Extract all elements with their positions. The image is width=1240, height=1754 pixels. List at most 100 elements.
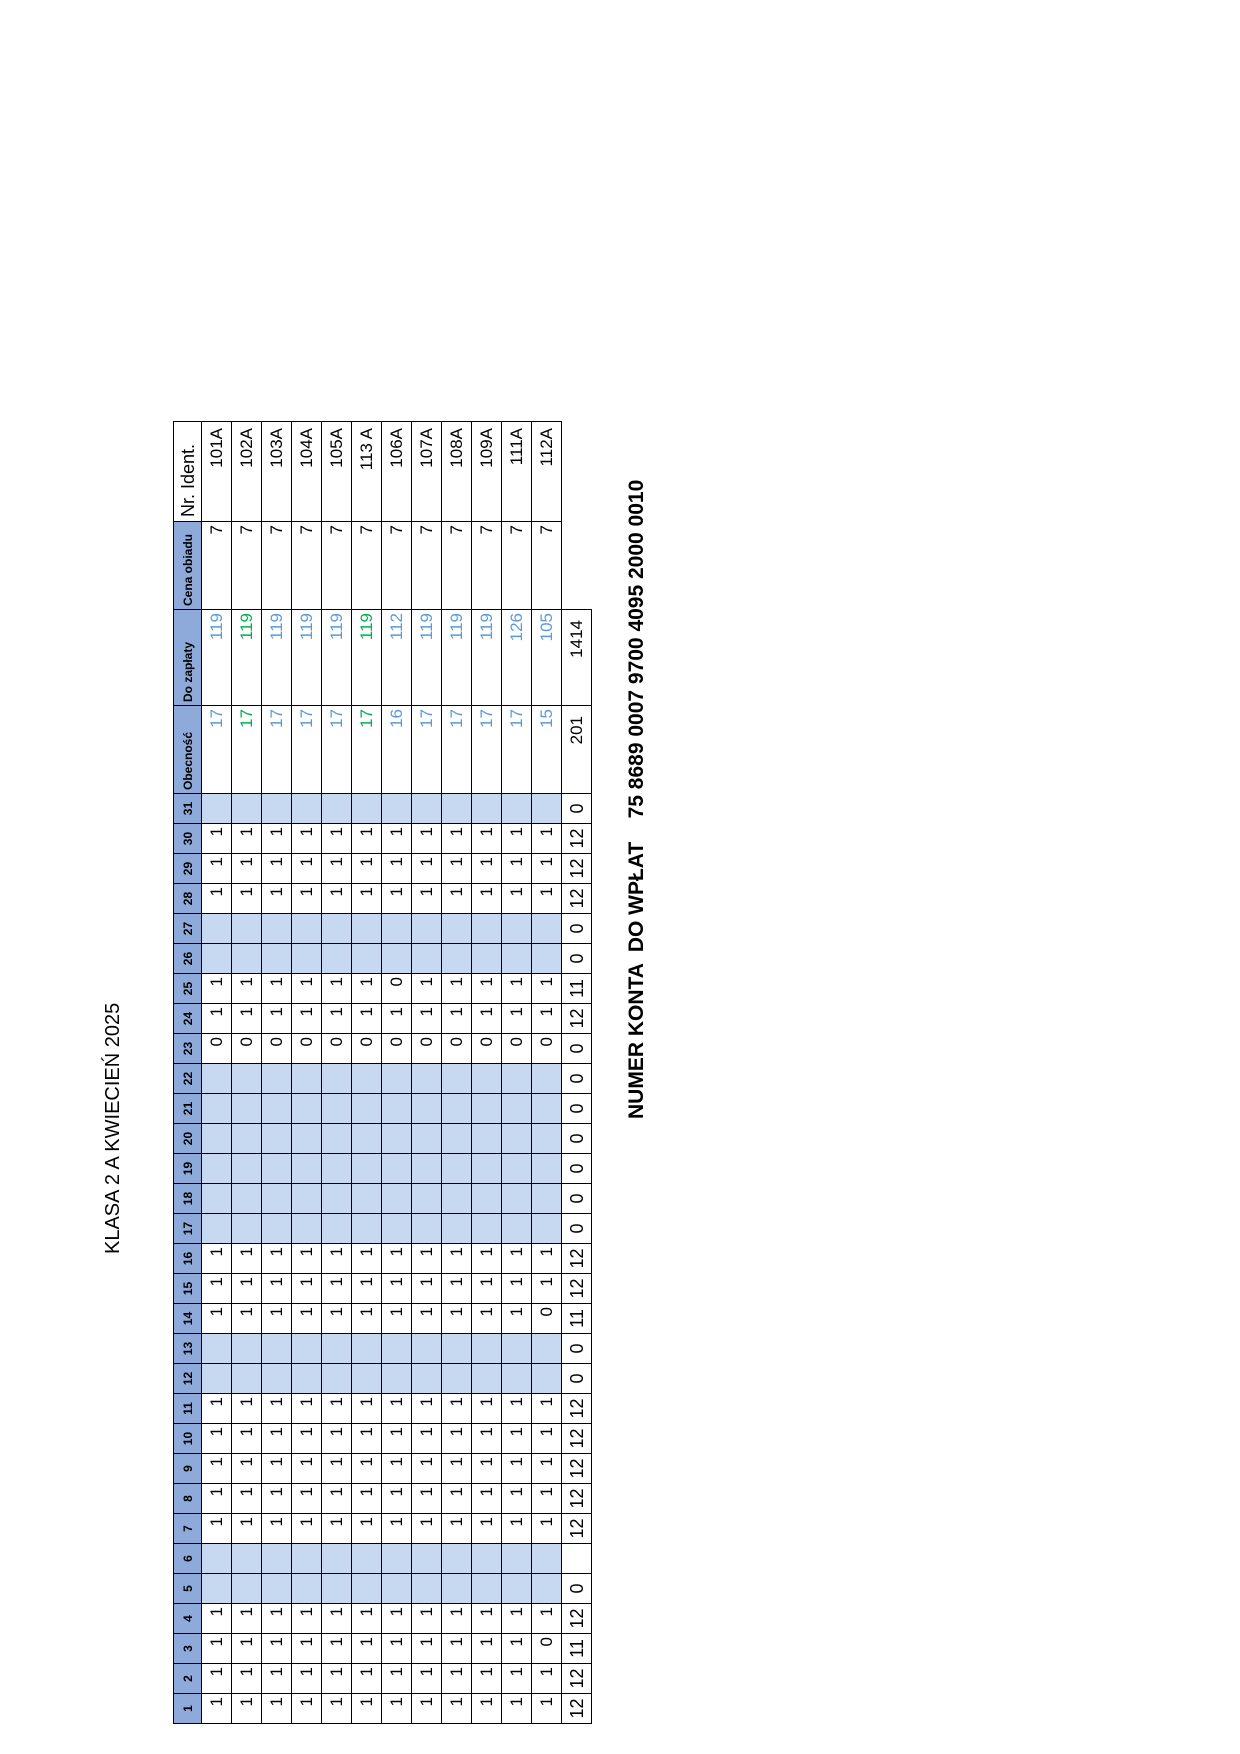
day-total-cell: 12 xyxy=(561,823,592,854)
day-cell: 1 xyxy=(351,1303,382,1334)
day-total-cell: 12 xyxy=(561,1693,592,1724)
empty-cell xyxy=(562,522,592,610)
day-cell: 1 xyxy=(441,1423,472,1454)
day-cell: 1 xyxy=(531,1393,562,1424)
day-cell: 1 xyxy=(351,973,382,1004)
presence-header: Obecność xyxy=(173,705,202,794)
day-cell xyxy=(231,1333,262,1364)
day-cell: 1 xyxy=(501,1303,532,1334)
day-total-cell: 12 xyxy=(561,1513,592,1544)
day-total-cell: 12 xyxy=(561,1603,592,1634)
day-total-cell: 12 xyxy=(561,1483,592,1514)
day-cell xyxy=(411,1123,442,1154)
day-total-cell: 12 xyxy=(561,1423,592,1454)
price-header: Cena obiadu xyxy=(173,521,202,610)
day-cell: 1 xyxy=(291,853,322,884)
day-cell: 1 xyxy=(471,883,502,914)
day-cell: 1 xyxy=(531,883,562,914)
day-cell: 1 xyxy=(411,853,442,884)
table-row: 1 1 1 1 1 1 1 1 1 1 1 1 0 1 1 1 1 1 17 119 7 113 A xyxy=(351,421,382,1724)
day-cell xyxy=(501,1093,532,1124)
day-cell xyxy=(501,913,532,944)
header-row: 1 2 3 4 5 6 7 8 9 10 11 12 13 14 15 16 17 18 19 20 21 22 23 24 2… xyxy=(173,421,202,1724)
day-cell xyxy=(201,1333,232,1364)
day-cell: 1 xyxy=(531,853,562,884)
day-cell xyxy=(231,913,262,944)
day-cell: 1 xyxy=(501,853,532,884)
day-cell: 1 xyxy=(351,1603,382,1634)
day-cell xyxy=(201,943,232,974)
day-cell: 1 xyxy=(411,1423,442,1454)
day-cell: 1 xyxy=(261,1423,292,1454)
day-cell: 1 xyxy=(291,883,322,914)
presence-cell: 15 xyxy=(531,705,562,794)
price-cell: 7 xyxy=(291,521,322,610)
day-cell xyxy=(381,1153,412,1184)
day-cell xyxy=(381,1063,412,1094)
price-cell: 7 xyxy=(321,521,352,610)
day-cell: 1 xyxy=(381,1663,412,1694)
day-cell xyxy=(471,943,502,974)
day-cell xyxy=(381,913,412,944)
day-cell xyxy=(501,793,532,824)
day-cell xyxy=(501,943,532,974)
day-cell xyxy=(471,1213,502,1244)
day-cell xyxy=(321,1333,352,1364)
day-header: 6 xyxy=(173,1543,202,1574)
day-cell xyxy=(501,1333,532,1364)
day-cell: 1 xyxy=(441,1303,472,1334)
day-cell: 1 xyxy=(321,1603,352,1634)
day-cell xyxy=(411,1063,442,1094)
day-cell: 1 xyxy=(291,1483,322,1514)
day-cell: 1 xyxy=(441,1243,472,1274)
day-cell: 1 xyxy=(231,1693,262,1724)
day-cell xyxy=(441,1063,472,1094)
day-cell: 1 xyxy=(201,1243,232,1274)
day-cell: 1 xyxy=(471,823,502,854)
day-header: 9 xyxy=(173,1453,202,1484)
day-cell xyxy=(411,1333,442,1364)
document-title: KLASA 2 A KWIECIEŃ 2025 xyxy=(102,1002,124,1254)
day-cell: 0 xyxy=(531,1633,562,1664)
account-number: 75 8689 0007 9700 4095 2000 0010 xyxy=(625,479,648,819)
day-cell: 0 xyxy=(351,1033,382,1064)
day-header: 24 xyxy=(173,1003,202,1034)
day-cell xyxy=(351,1213,382,1244)
day-cell xyxy=(501,1573,532,1604)
ident-cell: 101A xyxy=(201,421,232,522)
day-cell: 1 xyxy=(411,823,442,854)
day-cell: 1 xyxy=(381,1303,412,1334)
day-cell: 0 xyxy=(441,1033,472,1064)
day-cell: 1 xyxy=(291,1633,322,1664)
day-cell: 1 xyxy=(501,1693,532,1724)
day-cell xyxy=(321,1093,352,1124)
day-cell: 1 xyxy=(411,1003,442,1034)
day-total-cell: 0 xyxy=(561,1213,592,1244)
day-cell xyxy=(201,1093,232,1124)
day-cell: 1 xyxy=(291,1423,322,1454)
price-cell: 7 xyxy=(441,521,472,610)
day-total-cell: 12 xyxy=(561,1663,592,1694)
day-cell: 1 xyxy=(411,1393,442,1424)
day-cell: 1 xyxy=(261,1663,292,1694)
day-header: 8 xyxy=(173,1483,202,1514)
day-total-cell: 0 xyxy=(561,1063,592,1094)
day-cell xyxy=(471,1333,502,1364)
day-header: 18 xyxy=(173,1183,202,1214)
day-cell xyxy=(531,1213,562,1244)
day-cell: 1 xyxy=(261,1693,292,1724)
day-cell: 1 xyxy=(531,1693,562,1724)
day-cell: 1 xyxy=(501,823,532,854)
day-cell: 0 xyxy=(411,1033,442,1064)
day-total-cell: 12 xyxy=(561,853,592,884)
day-total-cell: 0 xyxy=(561,1363,592,1394)
day-cell xyxy=(351,943,382,974)
day-cell xyxy=(411,1543,442,1574)
day-cell: 1 xyxy=(231,853,262,884)
day-cell xyxy=(201,793,232,824)
day-cell: 1 xyxy=(231,1663,262,1694)
day-cell: 1 xyxy=(351,1393,382,1424)
day-cell xyxy=(291,1153,322,1184)
day-cell xyxy=(381,1093,412,1124)
